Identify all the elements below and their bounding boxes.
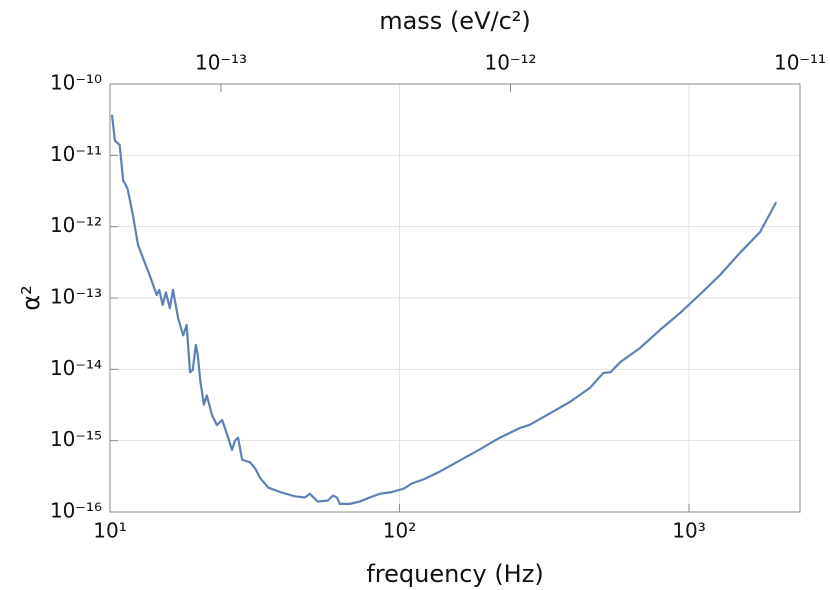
data-line bbox=[110, 114, 778, 505]
top-axis-title: mass (eV/c²) bbox=[379, 7, 531, 35]
x-tick-label: 10¹ bbox=[93, 519, 126, 543]
y-tick-label: 10⁻¹² bbox=[50, 213, 102, 237]
x-tick-label: 10³ bbox=[672, 519, 705, 543]
x-axis-title: frequency (Hz) bbox=[366, 560, 543, 588]
y-tick-label: 10⁻¹⁶ bbox=[50, 499, 102, 523]
plot-frame bbox=[109, 83, 801, 513]
x2-tick-label: 10⁻¹² bbox=[484, 51, 536, 75]
y-tick-label: 10⁻¹³ bbox=[50, 285, 102, 309]
x2-tick-label: 10⁻¹³ bbox=[195, 51, 247, 75]
y-tick-label: 10⁻¹⁵ bbox=[50, 427, 102, 451]
y-tick-label: 10⁻¹⁰ bbox=[50, 71, 102, 95]
x2-tick-label: 10⁻¹¹ bbox=[774, 51, 826, 75]
y-axis-title: α² bbox=[17, 285, 45, 310]
y-tick-label: 10⁻¹⁴ bbox=[50, 356, 102, 380]
y-tick-label: 10⁻¹¹ bbox=[50, 142, 102, 166]
x-tick-label: 10² bbox=[383, 519, 416, 543]
